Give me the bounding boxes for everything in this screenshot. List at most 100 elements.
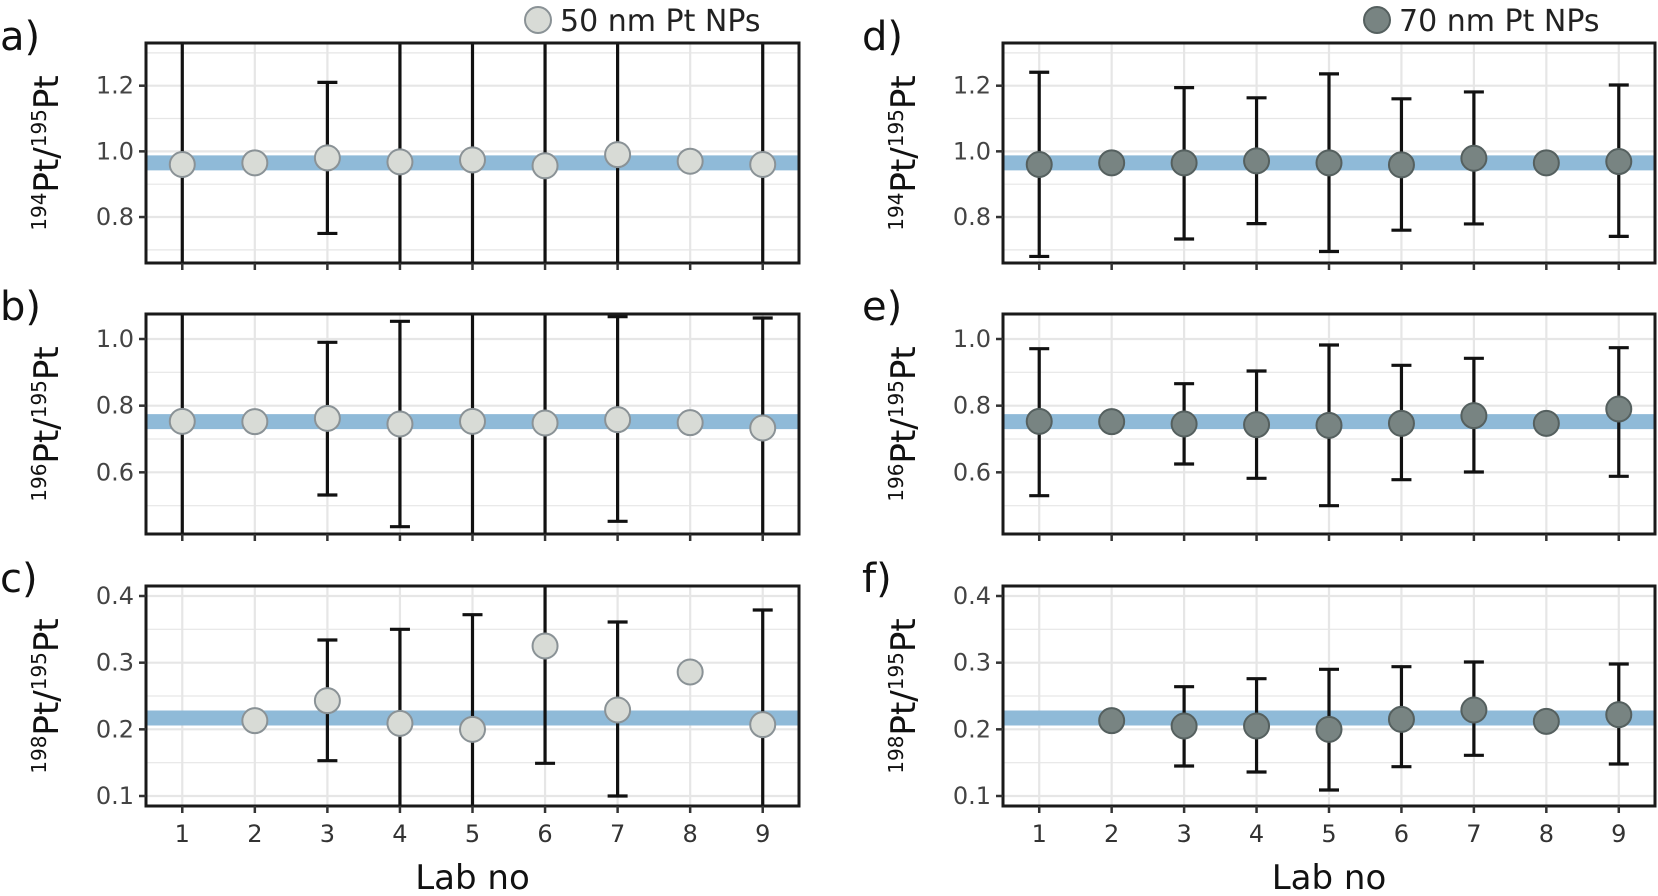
data-point bbox=[1460, 696, 1488, 724]
data-point bbox=[386, 410, 414, 438]
y-tick-label: 0.1 bbox=[96, 782, 134, 810]
data-point bbox=[386, 148, 414, 176]
data-point bbox=[531, 409, 559, 437]
plot-area bbox=[146, 586, 799, 806]
plot-area bbox=[146, 43, 799, 263]
y-tick-label: 1.0 bbox=[96, 325, 134, 353]
data-point bbox=[459, 146, 486, 174]
x-axis-title: Lab no bbox=[415, 858, 530, 896]
data-point bbox=[1387, 409, 1415, 437]
data-point bbox=[1025, 407, 1053, 435]
plot-area bbox=[1003, 43, 1655, 263]
y-tick-label: 0.4 bbox=[96, 582, 134, 610]
data-point bbox=[1170, 149, 1198, 177]
y-tick-label: 1.2 bbox=[96, 72, 134, 100]
data-point bbox=[1605, 395, 1633, 423]
y-tick-label: 1.0 bbox=[953, 137, 991, 165]
error-bar bbox=[752, 316, 773, 534]
y-tick-label: 0.3 bbox=[96, 649, 134, 677]
data-point bbox=[604, 141, 632, 169]
data-point bbox=[1170, 410, 1198, 438]
x-tick-label: 2 bbox=[1104, 820, 1119, 848]
data-point bbox=[1315, 715, 1343, 743]
panel-f: 0.1 0.2 0.3 0.4 1 2 3 4 5 6 7 8 9 Lab no f) 198Pt/195Pt bbox=[862, 556, 1657, 896]
y-tick-label: 1.2 bbox=[953, 72, 991, 100]
y-tick-label: 0.2 bbox=[953, 715, 991, 743]
data-point bbox=[676, 147, 704, 175]
data-point bbox=[459, 407, 486, 435]
data-point bbox=[459, 715, 486, 743]
x-tick-label: 1 bbox=[1032, 820, 1047, 848]
y-tick-label: 0.6 bbox=[96, 458, 134, 486]
x-axis-title: Lab no bbox=[1272, 858, 1387, 896]
legend-label: 50 nm Pt NPs bbox=[560, 4, 761, 39]
data-point bbox=[241, 149, 269, 177]
y-axis-title: 196Pt/195Pt bbox=[27, 346, 67, 502]
data-point bbox=[676, 409, 704, 437]
y-tick-label: 0.8 bbox=[96, 203, 134, 231]
data-point bbox=[241, 707, 269, 735]
data-point bbox=[1605, 148, 1633, 176]
data-point bbox=[1532, 149, 1560, 177]
panel-label: f) bbox=[862, 556, 892, 602]
x-tick-label: 7 bbox=[610, 820, 625, 848]
x-tick-label: 3 bbox=[320, 820, 335, 848]
data-point bbox=[168, 407, 196, 435]
panel-label: c) bbox=[0, 556, 38, 602]
x-tick-label: 6 bbox=[1394, 820, 1409, 848]
plot-area bbox=[1003, 314, 1655, 534]
data-point bbox=[1243, 712, 1271, 740]
y-tick-label: 0.2 bbox=[96, 715, 134, 743]
y-tick-label: 0.8 bbox=[953, 392, 991, 420]
panel-e: 0.6 0.8 1.0 e) 196Pt/195Pt bbox=[862, 284, 1657, 541]
y-tick-label: 0.4 bbox=[953, 582, 991, 610]
panel-a: 0.8 1.0 1.2 a) 194Pt/195Pt 50 nm Pt NPs bbox=[0, 4, 801, 270]
data-point bbox=[1098, 408, 1126, 436]
data-point bbox=[241, 408, 269, 436]
data-point bbox=[749, 414, 777, 442]
data-point bbox=[1098, 707, 1126, 735]
y-tick-label: 0.1 bbox=[953, 782, 991, 810]
x-tick-label: 8 bbox=[683, 820, 698, 848]
data-point bbox=[1387, 705, 1415, 733]
data-point bbox=[1605, 701, 1633, 729]
x-tick-label: 1 bbox=[175, 820, 190, 848]
panel-label: b) bbox=[0, 284, 41, 330]
data-point bbox=[313, 404, 341, 432]
data-point bbox=[604, 406, 632, 434]
y-tick-label: 1.0 bbox=[96, 137, 134, 165]
y-tick-label: 0.8 bbox=[953, 203, 991, 231]
data-point bbox=[1170, 712, 1198, 740]
data-point bbox=[386, 709, 414, 737]
legend-marker bbox=[1363, 6, 1391, 34]
panel-label: a) bbox=[0, 14, 40, 60]
legend: 50 nm Pt NPs bbox=[524, 4, 761, 39]
panel-c: 0.1 0.2 0.3 0.4 1 2 3 4 5 6 7 8 9 Lab no c) 198Pt/195Pt bbox=[0, 556, 801, 896]
data-point bbox=[1532, 409, 1560, 437]
y-tick-label: 0.3 bbox=[953, 649, 991, 677]
data-point bbox=[604, 696, 632, 724]
legend-label: 70 nm Pt NPs bbox=[1399, 4, 1600, 39]
data-point bbox=[1460, 144, 1488, 172]
x-tick-label: 4 bbox=[1249, 820, 1264, 848]
x-tick-label: 2 bbox=[247, 820, 262, 848]
y-tick-label: 0.8 bbox=[96, 392, 134, 420]
x-tick-label: 8 bbox=[1539, 820, 1554, 848]
y-axis-title: 194Pt/195Pt bbox=[27, 75, 67, 231]
x-tick-label: 4 bbox=[392, 820, 407, 848]
legend: 70 nm Pt NPs bbox=[1363, 4, 1600, 39]
x-tick-label: 5 bbox=[1321, 820, 1336, 848]
data-point bbox=[168, 150, 196, 178]
panel-label: e) bbox=[862, 284, 902, 330]
y-axis-title: 196Pt/195Pt bbox=[884, 346, 924, 502]
data-point bbox=[313, 144, 341, 172]
y-tick-label: 1.0 bbox=[953, 325, 991, 353]
y-axis-title: 198Pt/195Pt bbox=[884, 618, 924, 774]
y-tick-label: 0.6 bbox=[953, 458, 991, 486]
x-tick-label: 3 bbox=[1176, 820, 1191, 848]
data-point bbox=[1315, 149, 1343, 177]
data-point bbox=[1460, 402, 1488, 430]
x-tick-label: 9 bbox=[1611, 820, 1626, 848]
x-tick-label: 9 bbox=[755, 820, 770, 848]
panel-d: 0.8 1.0 1.2 d) 194Pt/195Pt 70 nm Pt NPs bbox=[862, 4, 1657, 270]
